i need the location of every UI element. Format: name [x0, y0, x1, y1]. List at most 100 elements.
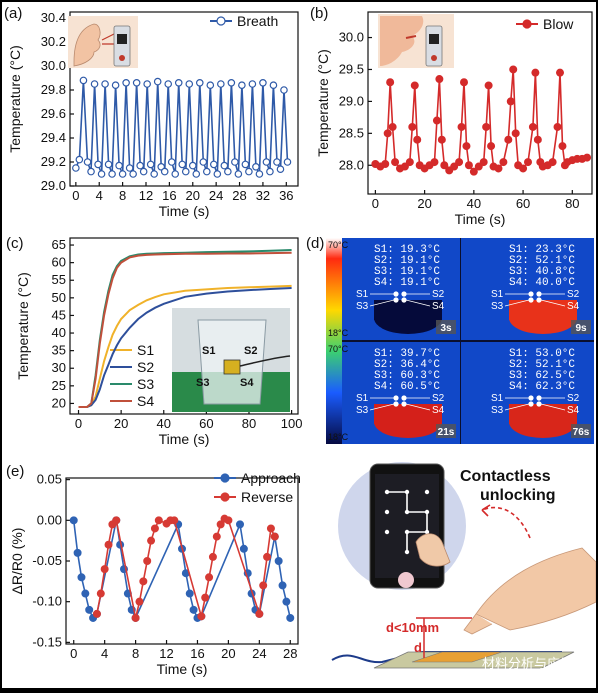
data-point-reverse — [197, 612, 206, 621]
data-point-breath — [174, 79, 183, 87]
data-point-blow — [555, 68, 564, 77]
data-point-breath — [224, 167, 232, 176]
data-point-reverse — [270, 532, 279, 541]
data-point-blow — [464, 161, 473, 170]
data-point-blow — [410, 81, 419, 90]
panel-label-b: (b) — [310, 5, 328, 22]
thermal-reading-s4: S4: 40.0°C — [509, 277, 575, 289]
data-point-blow — [506, 97, 515, 106]
blow-illustration — [378, 14, 454, 68]
legend-label-s4: S4 — [137, 393, 154, 409]
data-point-blow — [400, 162, 409, 171]
ytick-label-b: 29.0 — [339, 93, 364, 108]
thermal-cell-2: S1: 39.7°CS2: 36.4°CS3: 60.3°CS4: 60.5°C… — [356, 348, 456, 438]
data-point-blow — [484, 81, 493, 90]
sensor-label-s3: S3 — [491, 301, 504, 312]
data-point-blow — [523, 158, 532, 167]
sensor-dot — [528, 401, 534, 407]
data-point-breath — [259, 79, 267, 87]
xtick-label-c: 20 — [114, 416, 128, 431]
data-point-breath — [269, 81, 278, 90]
xtick-label-b: 40 — [467, 196, 481, 211]
data-point-breath — [132, 79, 141, 87]
data-point-approach — [69, 516, 78, 525]
time-badge — [571, 424, 591, 438]
data-point-breath — [195, 79, 204, 87]
ytick-label-c: 65 — [52, 237, 66, 252]
data-point-breath — [136, 161, 144, 170]
data-point-breath — [181, 167, 190, 176]
data-point-blow — [391, 158, 400, 167]
legend-label-s1: S1 — [137, 342, 154, 358]
ytick-label-e: 0.00 — [37, 512, 62, 527]
xtick-label-a: 12 — [139, 188, 153, 203]
thermal-reading-s2: S2: 52.1°C — [509, 359, 575, 371]
unlock-title-1: Contactless — [460, 468, 551, 485]
legend-marker-blow — [522, 19, 532, 29]
leader-line — [405, 403, 431, 411]
plot-frame-c — [69, 237, 299, 415]
ylabel-e: ΔR/R0 (%) — [9, 528, 25, 595]
xlabel-c: Time (s) — [159, 431, 210, 447]
data-point-breath — [252, 163, 260, 171]
data-point-breath — [153, 77, 162, 86]
legend-label-s2: S2 — [137, 359, 154, 375]
data-point-breath — [87, 167, 95, 176]
data-point-breath — [115, 161, 123, 170]
data-point-breath — [75, 155, 84, 164]
sensor-dot — [536, 291, 542, 297]
inset-s4: S4 — [240, 377, 254, 389]
data-point-breath — [262, 158, 271, 166]
chart-c: 0 20 40 60 80 100 20 25 30 35 40 45 50 55 60 65 Time (s)… — [15, 237, 302, 447]
colorbar-top-0: 70°C — [328, 240, 349, 250]
sensor-label-s4: S4 — [567, 301, 580, 312]
data-point-breath — [125, 164, 134, 172]
sensor-dot — [528, 291, 534, 297]
xlabel-e: Time (s) — [157, 661, 208, 677]
data-point-breath — [266, 167, 274, 176]
sensor-label-s1: S1 — [491, 393, 504, 404]
legend-label-blow: Blow — [543, 16, 574, 32]
series-line-s2 — [78, 287, 292, 408]
data-point-approach — [77, 573, 86, 582]
data-point-blow — [405, 158, 414, 167]
series-line-breath — [75, 80, 289, 177]
data-point-approach — [239, 544, 248, 553]
data-point-breath — [185, 80, 194, 88]
data-point-blow — [386, 78, 395, 87]
data-point-reverse — [266, 524, 275, 533]
chart-e: 0 4 8 12 16 20 24 28 0.05 0.00 -0.05 -0.10 -0.15 Time… — [9, 470, 301, 677]
thermal-cell-0: S1: 19.3°CS2: 19.1°CS3: 19.1°CS4: 19.1°C… — [356, 244, 456, 334]
data-point-blow — [499, 158, 508, 167]
data-point-approach — [286, 613, 295, 622]
leader-line — [540, 403, 566, 411]
xtick-label-b: 0 — [372, 196, 379, 211]
sensor-label-s2: S2 — [567, 393, 580, 404]
ytick-label-c: 55 — [52, 272, 66, 287]
data-point-breath — [118, 170, 127, 178]
thermal-reading-s1: S1: 53.0°C — [509, 348, 575, 360]
data-point-blow — [440, 161, 449, 170]
data-point-blow — [474, 162, 483, 171]
ytick-label-a: 29.6 — [41, 106, 66, 121]
leader-line — [369, 403, 395, 411]
data-point-blow — [487, 142, 496, 151]
data-point-blow — [413, 135, 422, 144]
panel-label-a: (a) — [4, 5, 22, 22]
leader-line — [504, 403, 530, 411]
xtick-label-a: 20 — [186, 188, 200, 203]
data-point-breath — [160, 167, 169, 176]
data-point-breath — [171, 170, 180, 178]
plot-frame-a — [69, 11, 299, 187]
data-point-reverse — [212, 532, 221, 541]
legend-label-approach: Approach — [241, 470, 301, 486]
data-point-breath — [104, 160, 113, 169]
colorbar-bottom-0: 18°C — [328, 328, 349, 338]
data-point-approach — [236, 520, 245, 529]
thermal-reading-s2: S2: 36.4°C — [374, 359, 440, 371]
sensor-label-s1: S1 — [491, 289, 504, 300]
legend-marker-breath — [216, 16, 226, 26]
panel-label-e: (e) — [6, 463, 24, 480]
sensor-dot — [536, 297, 542, 303]
data-point-breath — [83, 158, 92, 166]
